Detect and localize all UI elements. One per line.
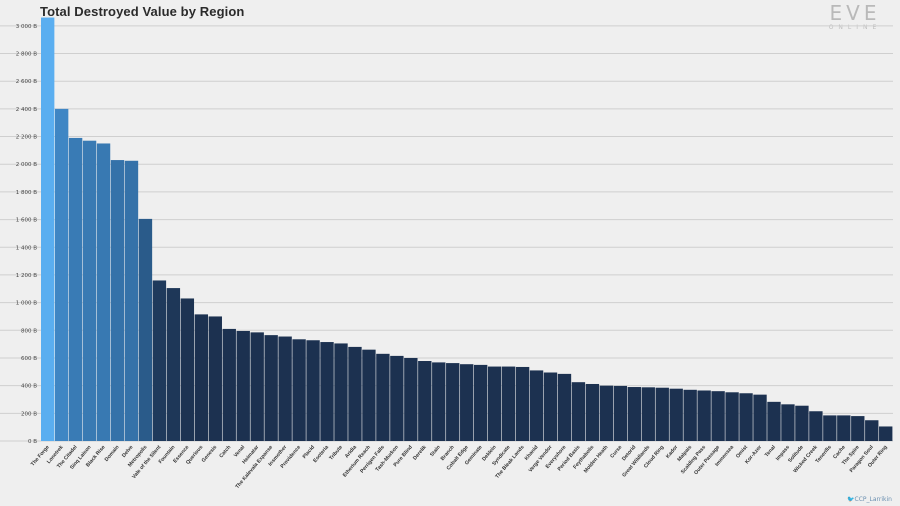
y-tick-label: 2 200 B — [16, 135, 37, 141]
y-tick-label: 400 B — [21, 384, 37, 390]
bar — [334, 343, 348, 441]
bar — [41, 17, 55, 441]
x-tick-label: Esoteria — [312, 444, 330, 464]
bar — [376, 353, 390, 441]
bar — [180, 298, 195, 441]
y-tick-label: 1 200 B — [16, 273, 37, 279]
bar — [753, 394, 767, 441]
bar — [711, 391, 725, 441]
bar — [879, 426, 893, 441]
bar — [851, 416, 865, 441]
y-tick-label: 600 B — [21, 356, 37, 362]
bar — [418, 361, 432, 441]
bar — [697, 390, 711, 441]
bar — [557, 373, 572, 441]
bar — [124, 160, 139, 441]
x-tick-label: Tribute — [328, 444, 344, 461]
bar — [641, 387, 655, 441]
bar — [348, 346, 362, 441]
x-tick-label: Genesis — [201, 444, 219, 463]
bar — [515, 366, 530, 441]
bar — [473, 364, 488, 441]
bar — [432, 362, 446, 441]
bar — [795, 405, 809, 441]
y-tick-label: 2 400 B — [16, 107, 37, 113]
bar — [767, 401, 781, 441]
bar — [264, 335, 278, 441]
bar — [236, 330, 250, 441]
bar — [292, 339, 306, 441]
logo-subtitle: ONLINE — [828, 24, 882, 31]
bar — [529, 370, 544, 441]
bar — [250, 332, 264, 441]
x-tick-label: Domain — [104, 444, 121, 462]
bar — [194, 314, 209, 441]
bar — [543, 372, 558, 441]
bar — [152, 280, 167, 441]
bar — [627, 387, 641, 441]
bar — [222, 328, 236, 441]
bar — [390, 355, 404, 441]
bar — [669, 388, 683, 441]
bar — [865, 420, 879, 441]
y-tick-label: 1 800 B — [16, 190, 37, 196]
x-tick-label: Stain — [429, 444, 442, 458]
bar — [306, 340, 320, 441]
bar — [739, 393, 753, 441]
bars — [41, 17, 893, 442]
bar — [138, 218, 153, 441]
bar — [487, 366, 502, 441]
bar — [110, 160, 125, 441]
y-tick-label: 2 000 B — [16, 162, 37, 168]
bar — [54, 108, 69, 442]
bar — [613, 385, 628, 441]
bar — [96, 143, 111, 441]
x-tick-label: Derelik — [412, 444, 428, 461]
bar — [446, 363, 460, 441]
bar — [460, 364, 474, 441]
bar — [278, 336, 292, 441]
y-tick-label: 0 B — [28, 439, 37, 445]
x-tick-label: Catch — [218, 444, 232, 459]
bar — [166, 288, 181, 441]
y-tick-label: 1 600 B — [16, 218, 37, 224]
y-tick-label: 3 000 B — [16, 24, 37, 30]
y-axis-tick-labels: 0 B 200 B 400 B 600 B 800 B 1 000 B 1 200 B 1 4… — [16, 24, 37, 445]
y-tick-label: 2 600 B — [16, 79, 37, 85]
bar — [781, 404, 795, 441]
logo-wordmark: EVE — [829, 1, 881, 25]
bar — [320, 342, 334, 441]
bar — [809, 411, 823, 441]
y-tick-label: 1 400 B — [16, 245, 37, 251]
bar — [208, 316, 222, 441]
bar — [362, 349, 376, 441]
bar — [82, 140, 97, 441]
y-tick-label: 800 B — [21, 328, 37, 334]
chart-title: Total Destroyed Value by Region — [40, 4, 245, 19]
bar — [725, 392, 739, 441]
bar — [571, 382, 586, 441]
y-tick-label: 1 000 B — [16, 301, 37, 307]
bar — [837, 415, 851, 441]
eve-online-logo: EVE ONLINE — [822, 2, 888, 31]
bar — [501, 366, 516, 441]
bar — [585, 383, 600, 441]
bar — [823, 415, 837, 441]
y-tick-label: 2 800 B — [16, 52, 37, 58]
x-tick-label: The Forge — [30, 444, 51, 467]
bar — [599, 385, 614, 441]
y-tick-label: 200 B — [21, 411, 37, 417]
bar — [68, 137, 83, 441]
bar — [655, 387, 669, 441]
bar — [683, 389, 697, 441]
bar — [404, 357, 418, 441]
author-credit: 🐦CCP_Larrikin — [847, 496, 892, 503]
